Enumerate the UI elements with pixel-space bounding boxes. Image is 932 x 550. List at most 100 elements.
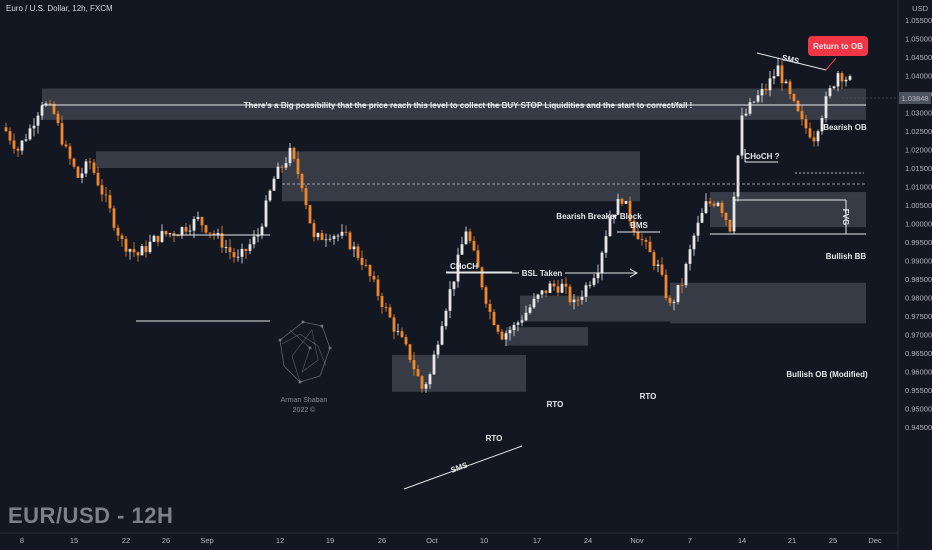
candle [548,280,552,294]
candle [52,101,56,115]
candle [492,309,496,326]
candle [804,114,808,134]
candle [124,235,128,257]
candle [316,232,320,241]
choch-label: CHoCH [450,262,478,271]
fvg-label: FVG [841,209,850,225]
candle [76,165,80,179]
candle [464,226,468,245]
time-tick: 8 [20,536,24,545]
candle [56,110,60,126]
candle [704,193,708,214]
candle [308,204,312,224]
candle [684,262,688,288]
candle [268,189,272,203]
candle [532,293,536,310]
candle [112,205,116,231]
candle [668,295,672,307]
candle [468,228,472,244]
price-axis[interactable]: 1.055001.050001.045001.040001.035001.030… [905,16,932,432]
candle [844,76,848,87]
candle [260,223,264,240]
candle [328,234,332,242]
candle [424,382,428,393]
candle [292,146,296,162]
candle [544,290,548,297]
candle [12,133,16,154]
chart-title: Euro / U.S. Dollar, 12h, FXCM [6,4,113,13]
time-tick: 24 [584,536,592,545]
candle [612,214,616,224]
candle [740,107,744,159]
candle [556,280,560,297]
candle [64,140,68,149]
candle [60,115,64,147]
candle [428,372,432,389]
candle [44,101,48,107]
candle [616,193,620,215]
time-tick: Oct [426,536,439,545]
candle [28,124,32,141]
candle [156,235,160,247]
candle [748,97,752,116]
candle [180,226,184,239]
rto-label-3: RTO [486,434,503,443]
candle [232,248,236,263]
candle [100,179,104,202]
currency-label: USD [912,4,928,13]
candle [400,327,404,338]
candle [88,157,92,170]
candle [32,118,36,137]
candle [656,259,660,273]
candle [264,195,268,228]
candle [432,350,436,376]
zone-rto [392,354,526,392]
candle [412,352,416,376]
candle [792,93,796,103]
candle [296,151,300,179]
candle [336,233,340,242]
candle [536,293,540,303]
time-tick: 25 [829,536,837,545]
candle [732,191,736,235]
watermark-name: Arman Shaban [281,397,328,404]
candle [304,184,308,210]
price-tick: 1.04000 [905,72,932,81]
candle [392,314,396,340]
last-price-label: 1.03848 [901,94,928,103]
price-tick: 1.05000 [905,35,932,44]
candle [460,236,464,255]
candle [632,218,636,236]
candle [4,122,8,133]
candle [160,224,164,244]
candle [72,157,76,169]
zone-box-2 [520,295,670,322]
candle [644,237,648,249]
candle [408,343,412,363]
candle [472,236,476,252]
time-axis[interactable]: 8 15 22 26 Sep 12 19 26 Oct 10 17 24 Nov 7 14 21 25 Dec [20,536,882,545]
candle [440,321,444,346]
candle [476,244,480,268]
candle [352,241,356,258]
candle [420,374,424,393]
candle [332,234,336,245]
zone-bearish-breaker-block [282,151,640,202]
candle [20,140,24,155]
candle [500,329,504,341]
candle [516,320,520,332]
candle [848,74,852,82]
candle [96,166,100,187]
candle [560,277,564,294]
candle [840,71,844,90]
price-tick: 0.95000 [905,405,932,414]
candle [92,158,96,175]
candle [384,302,388,312]
zone-bearish-ob [42,88,866,120]
liquidity-note: There's a Big possibility that the price… [244,101,693,110]
candle [564,277,568,295]
zone-bullish-bb [710,192,866,228]
candle [600,250,604,281]
time-tick: 15 [70,536,78,545]
